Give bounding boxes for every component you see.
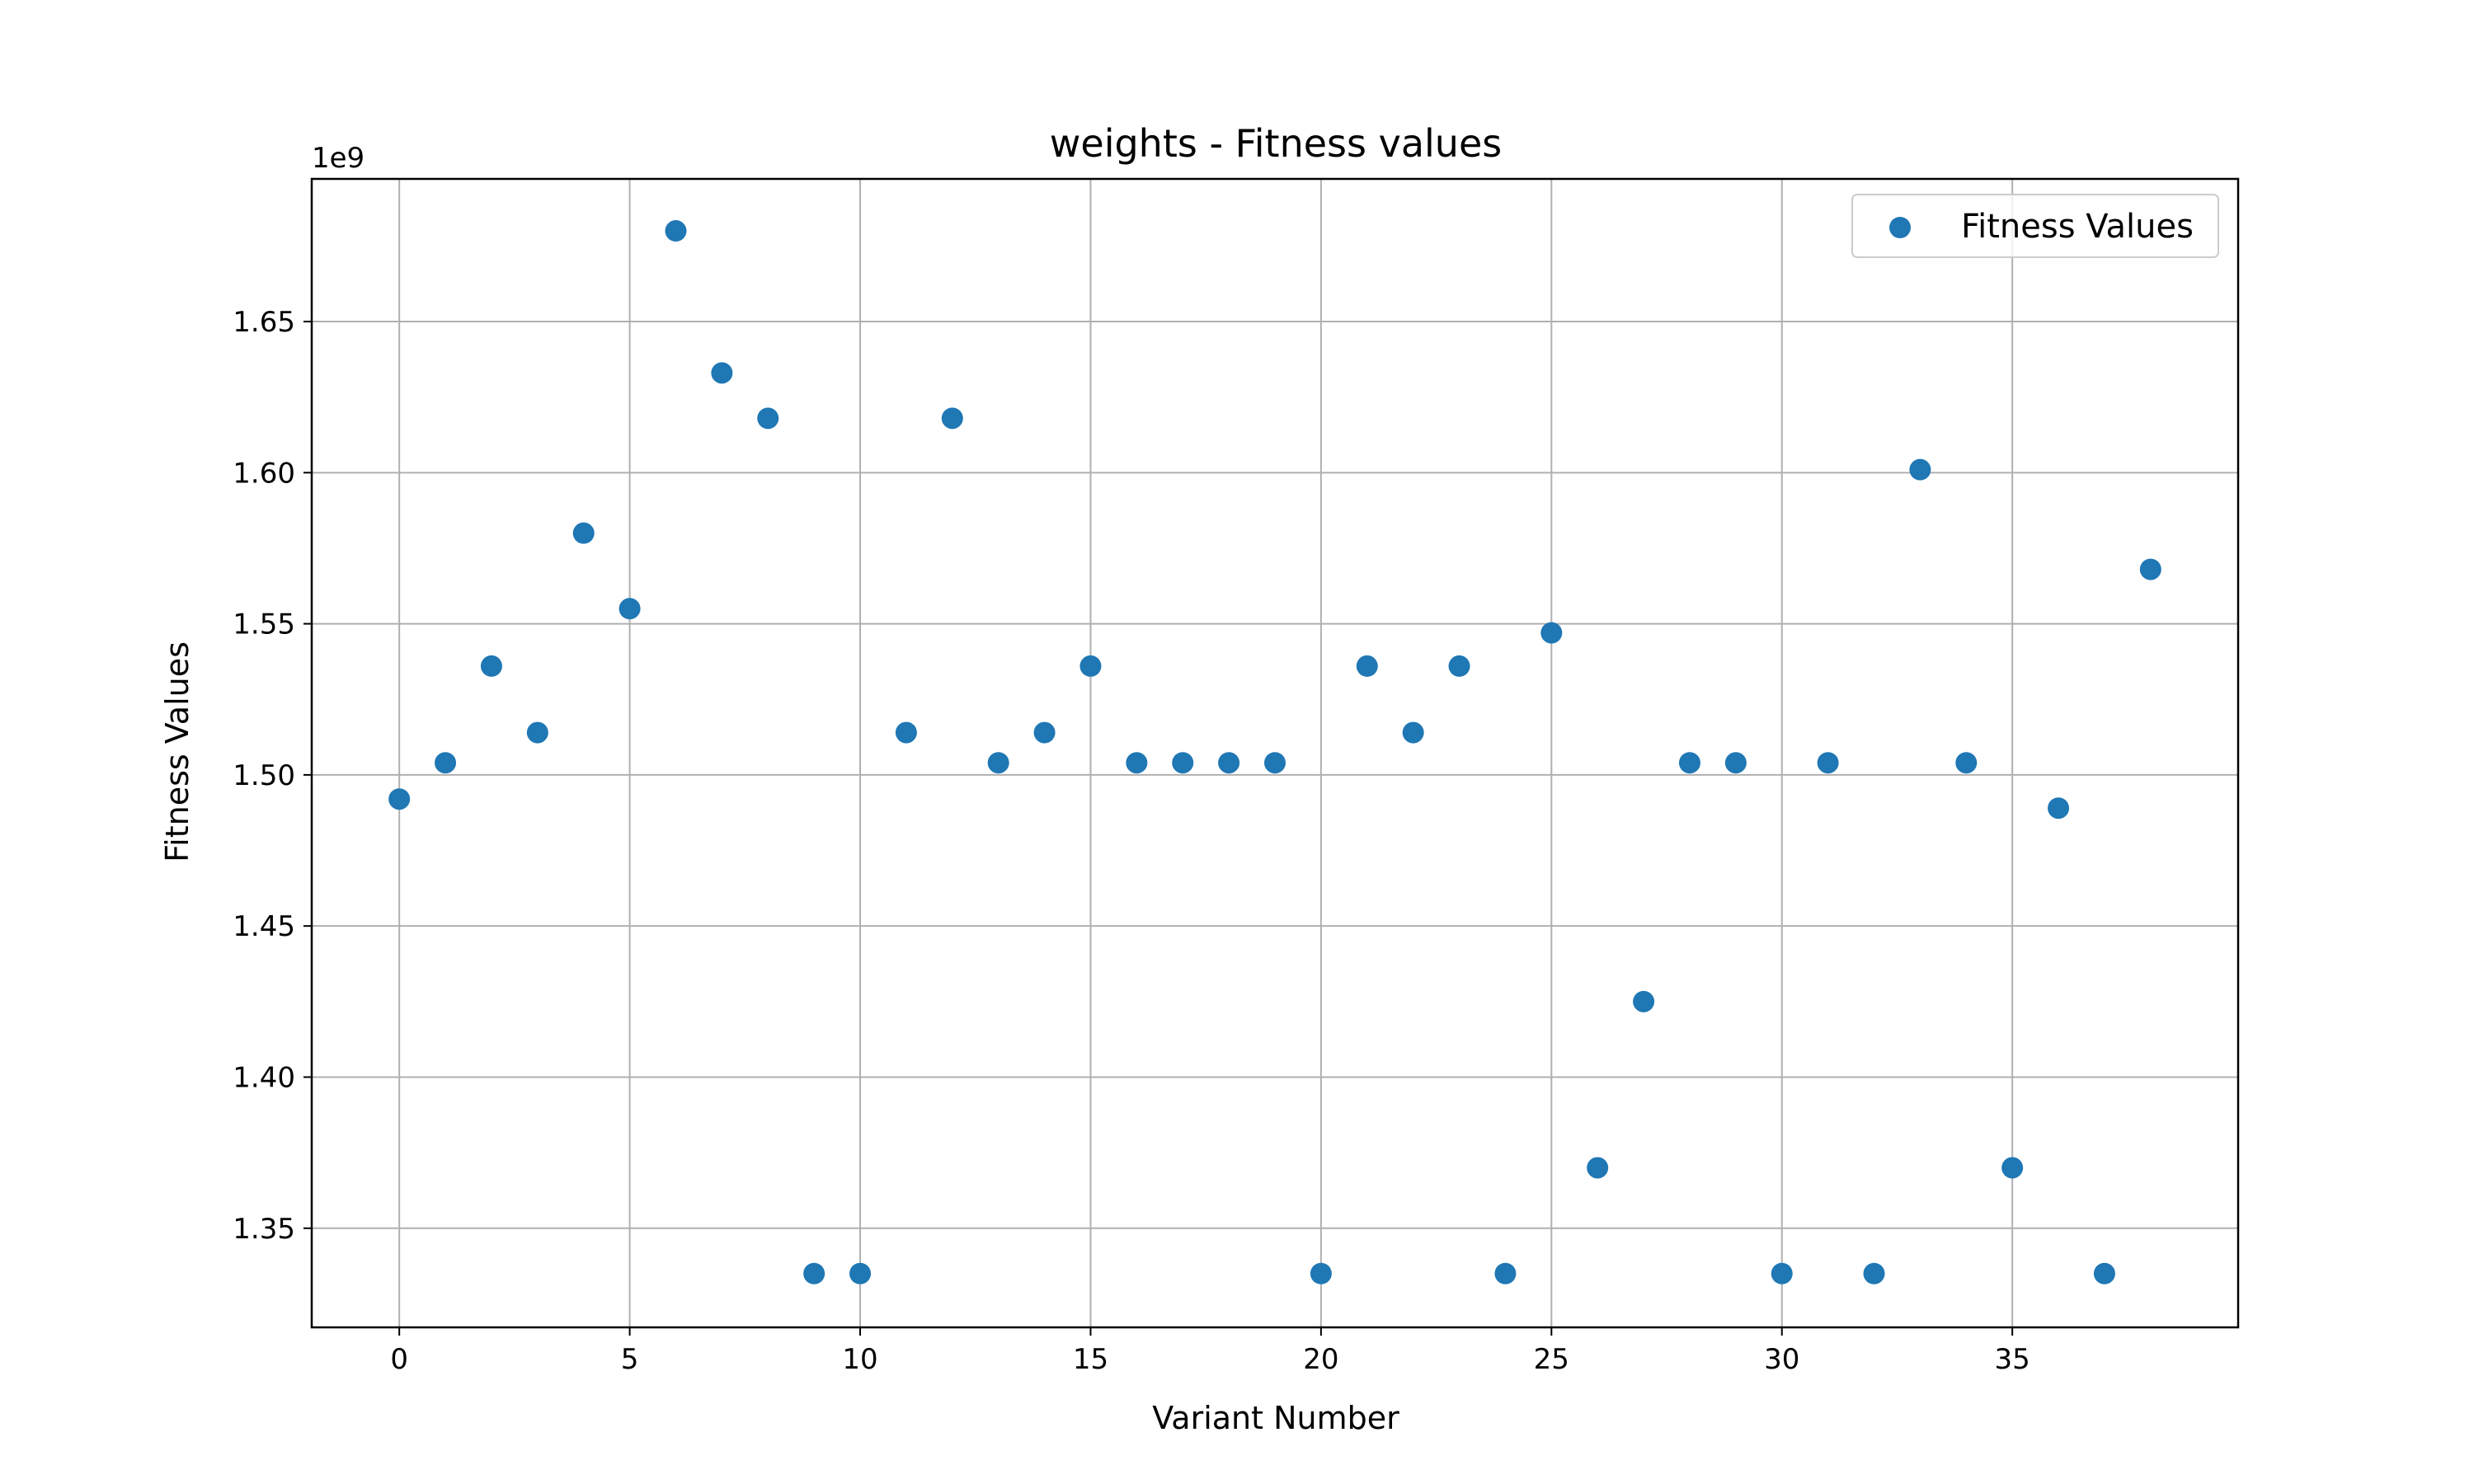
y-tick-label: 1.65 xyxy=(233,306,295,339)
x-tick-label: 15 xyxy=(1073,1343,1108,1376)
data-point xyxy=(849,1262,872,1284)
data-point xyxy=(1218,752,1240,774)
data-point xyxy=(388,788,411,810)
x-tick-label: 25 xyxy=(1534,1343,1569,1376)
data-point xyxy=(1771,1262,1793,1284)
data-point xyxy=(803,1262,825,1284)
data-point xyxy=(895,721,917,744)
y-tick-label: 1.40 xyxy=(233,1061,295,1094)
y-tick-label: 1.50 xyxy=(233,759,295,792)
x-tick-label: 0 xyxy=(390,1343,408,1376)
x-axis-label: Variant Number xyxy=(1152,1400,1399,1436)
data-point xyxy=(2139,558,2161,580)
data-point xyxy=(1264,752,1286,774)
data-point xyxy=(480,655,502,677)
grid xyxy=(312,179,2238,1327)
y-axis-label: Fitness Values xyxy=(159,641,195,862)
y-tick-label: 1.60 xyxy=(233,457,295,490)
data-point xyxy=(1863,1262,1885,1284)
y-offset-label: 1e9 xyxy=(312,142,365,175)
data-point xyxy=(757,407,779,430)
data-points xyxy=(388,220,2161,1284)
y-tick-label: 1.45 xyxy=(233,910,295,943)
data-point xyxy=(618,598,641,620)
data-point xyxy=(1587,1157,1609,1179)
data-point xyxy=(1494,1262,1517,1284)
data-point xyxy=(1633,990,1655,1012)
data-point xyxy=(1817,752,1839,774)
data-point xyxy=(665,220,687,242)
data-point xyxy=(2093,1262,2115,1284)
data-point xyxy=(2001,1157,2024,1179)
x-tick-label: 20 xyxy=(1303,1343,1338,1376)
data-point xyxy=(1356,655,1378,677)
x-axis-ticks: 0 5 10 15 20 25 30 35 xyxy=(390,1327,2030,1376)
data-point xyxy=(526,721,548,744)
y-tick-label: 1.55 xyxy=(233,608,295,641)
chart-title: weights - Fitness values xyxy=(1050,121,1502,166)
x-tick-label: 30 xyxy=(1764,1343,1799,1376)
plot-frame xyxy=(310,177,2240,1329)
y-axis-ticks: 1.35 1.40 1.45 1.50 1.55 1.60 1.65 xyxy=(233,306,312,1246)
y-tick-label: 1.35 xyxy=(233,1213,295,1246)
x-tick-label: 5 xyxy=(621,1343,639,1376)
data-point xyxy=(1402,721,1424,744)
x-tick-label: 35 xyxy=(1995,1343,2030,1376)
data-point xyxy=(1033,721,1056,744)
data-point xyxy=(1172,752,1194,774)
data-point xyxy=(1724,752,1747,774)
x-tick-label: 10 xyxy=(842,1343,877,1376)
data-point xyxy=(711,362,733,384)
legend-marker xyxy=(1889,217,1911,238)
data-point xyxy=(987,752,1009,774)
data-point xyxy=(1955,752,1978,774)
data-point xyxy=(1310,1262,1332,1284)
legend: Fitness Values xyxy=(1851,194,2219,258)
legend-box xyxy=(1851,194,2219,258)
data-point xyxy=(572,522,595,544)
data-point xyxy=(941,407,963,430)
data-point xyxy=(1448,655,1470,677)
data-point xyxy=(2048,797,2070,819)
data-point xyxy=(1909,458,1931,481)
legend-label: Fitness Values xyxy=(1961,208,2194,246)
data-point xyxy=(435,752,457,774)
data-point xyxy=(1540,622,1563,644)
data-point xyxy=(1079,655,1102,677)
data-point xyxy=(1126,752,1148,774)
data-point xyxy=(1678,752,1700,774)
